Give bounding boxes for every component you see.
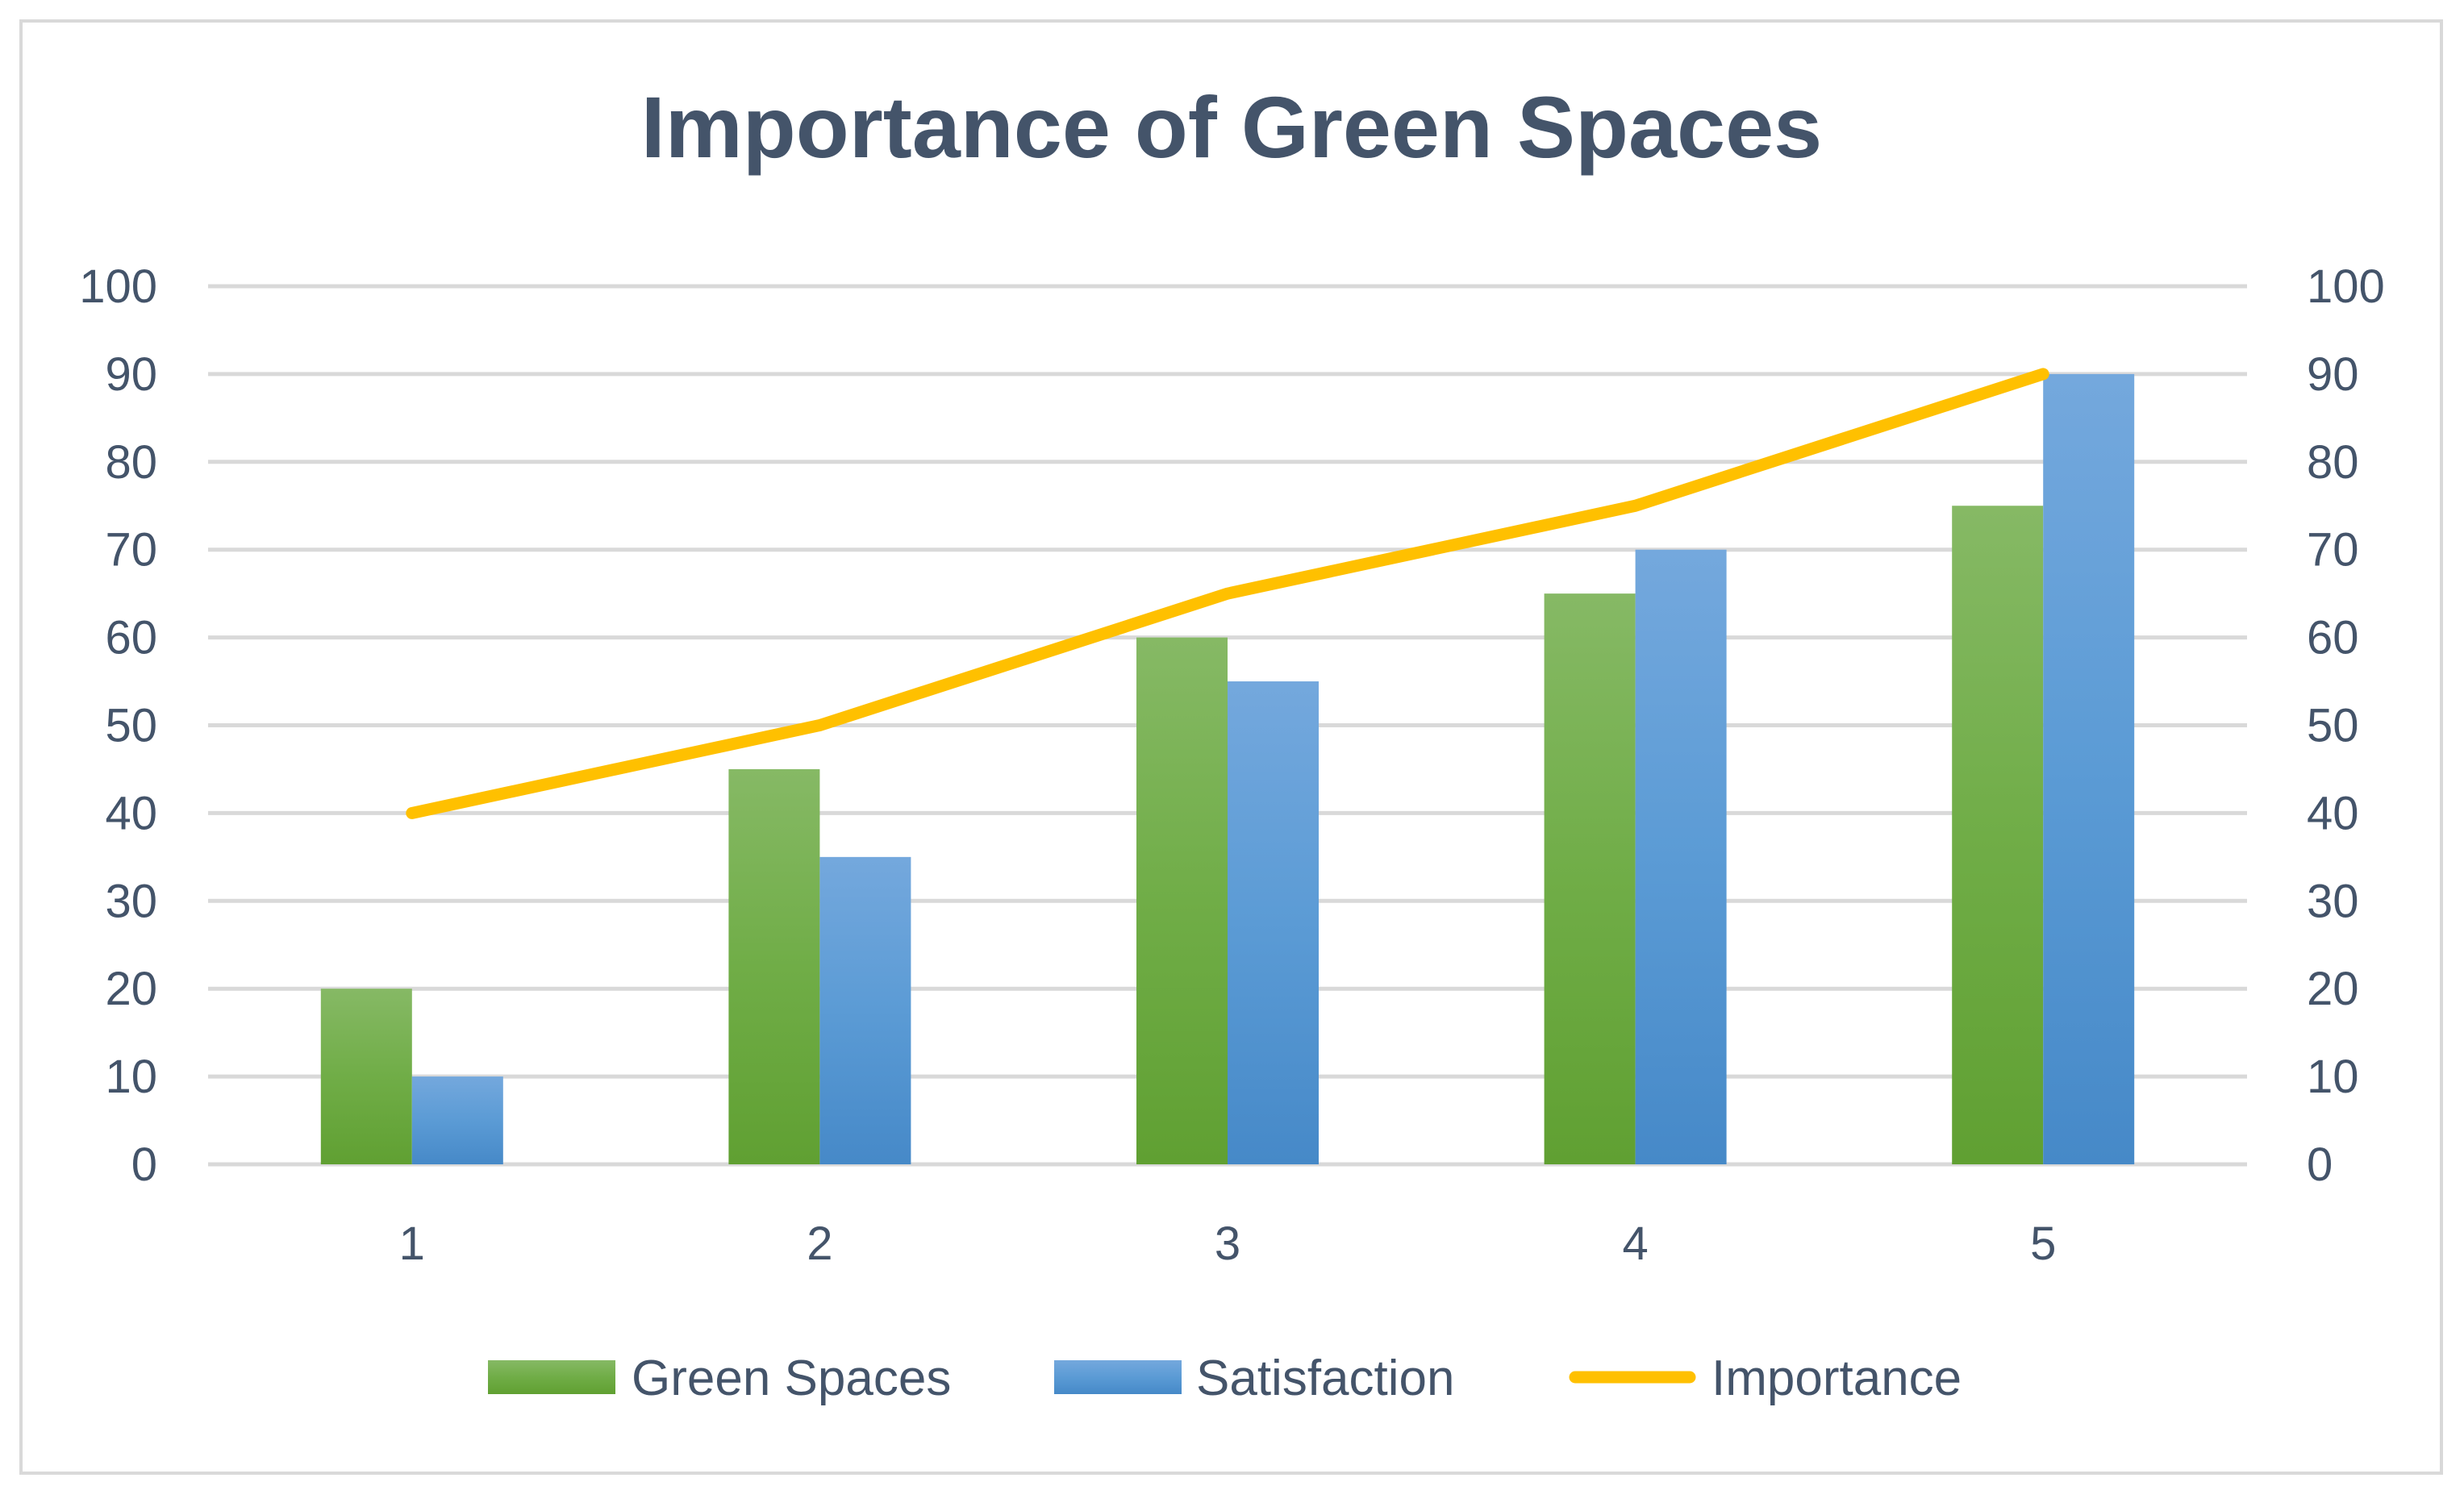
chart-title: Importance of Green Spaces (641, 78, 1823, 176)
y-axis-tick-label: 20 (105, 963, 157, 1015)
x-axis-tick-label: 2 (807, 1218, 832, 1270)
line-importance (406, 368, 2049, 819)
y-axis-tick-label: 50 (105, 700, 157, 752)
bar-satisfaction (1228, 681, 1319, 1164)
y2-axis-tick-label: 30 (2307, 875, 2359, 927)
axis-labels: 0 10 20 30 40 50 60 70 80 90 100 0 10 20 30 40 50 60 70 80 9… (79, 260, 2385, 1270)
legend-swatch-green-spaces (488, 1360, 615, 1394)
bar-satisfaction (411, 1076, 503, 1164)
y2-axis-tick-label: 20 (2307, 963, 2359, 1015)
y-axis-tick-label: 40 (105, 787, 157, 839)
y2-axis-tick-label: 90 (2307, 348, 2359, 401)
legend-label-importance: Importance (1711, 1351, 1962, 1406)
x-axis-tick-label: 3 (1215, 1218, 1240, 1270)
legend-swatch-satisfaction (1054, 1360, 1182, 1394)
y-axis-tick-label: 60 (105, 612, 157, 664)
y2-axis-tick-label: 0 (2307, 1139, 2333, 1191)
y2-axis-tick-label: 70 (2307, 524, 2359, 577)
y2-axis-tick-label: 50 (2307, 700, 2359, 752)
y-axis-tick-label: 70 (105, 524, 157, 577)
legend-label-satisfaction: Satisfaction (1196, 1351, 1455, 1406)
x-axis-tick-label: 4 (1622, 1218, 1648, 1270)
legend: Green Spaces Satisfaction Importance (488, 1351, 1962, 1406)
bar-green-spaces (320, 989, 412, 1164)
bars (320, 373, 2135, 1164)
legend-label-green-spaces: Green Spaces (632, 1351, 951, 1406)
bar-green-spaces (1544, 593, 1636, 1164)
importance-line-layer (406, 368, 2049, 819)
x-axis-tick-label: 1 (399, 1218, 425, 1270)
y-axis-tick-label: 100 (79, 260, 157, 313)
bar-satisfaction (819, 856, 911, 1164)
x-axis-tick-label: 5 (2030, 1218, 2056, 1270)
bar-green-spaces (1136, 637, 1228, 1164)
bar-satisfaction (2043, 373, 2135, 1164)
y-axis-tick-label: 90 (105, 348, 157, 401)
y2-axis-tick-label: 60 (2307, 612, 2359, 664)
y-axis-tick-label: 0 (131, 1139, 157, 1191)
y2-axis-tick-label: 80 (2307, 436, 2359, 489)
y-axis-tick-label: 80 (105, 436, 157, 489)
bar-green-spaces (1952, 506, 2044, 1164)
bar-satisfaction (1635, 549, 1727, 1164)
bar-green-spaces (728, 768, 820, 1164)
y-axis-tick-label: 10 (105, 1051, 157, 1103)
gridlines (208, 284, 2247, 1167)
y2-axis-tick-label: 40 (2307, 787, 2359, 839)
y2-axis-tick-label: 10 (2307, 1051, 2359, 1103)
y2-axis-tick-label: 100 (2307, 260, 2385, 313)
y-axis-tick-label: 30 (105, 875, 157, 927)
